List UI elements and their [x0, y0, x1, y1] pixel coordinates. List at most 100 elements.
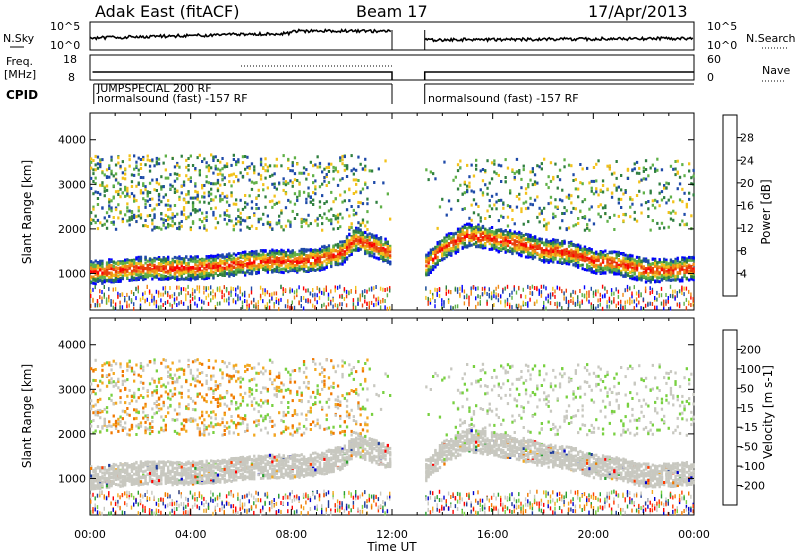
power-cell [182, 180, 186, 184]
power-cell [533, 173, 537, 177]
power-cell [180, 212, 183, 216]
power-cell [160, 273, 163, 277]
power-cell [253, 304, 255, 309]
power-cell [169, 204, 172, 208]
power-cell [278, 257, 281, 260]
power-cell [375, 285, 377, 289]
power-cell [309, 195, 312, 199]
power-cell [212, 171, 215, 175]
power-cell [348, 291, 350, 296]
power-cell [178, 198, 181, 201]
power-cell [155, 225, 158, 229]
power-cell [203, 226, 206, 230]
power-cell [250, 187, 254, 191]
power-cell [230, 260, 233, 264]
power-cell [336, 220, 340, 224]
power-cell [207, 263, 211, 267]
power-cell [201, 299, 203, 304]
power-cell [216, 167, 220, 171]
power-cell [379, 286, 382, 291]
power-cell [182, 287, 185, 292]
power-cell [278, 221, 281, 225]
power-cell [445, 291, 447, 296]
power-cell [289, 289, 291, 294]
power-cell [289, 287, 291, 292]
power-cell [264, 260, 267, 264]
power-cell [443, 304, 445, 308]
power-cell [207, 301, 210, 306]
power-cell [549, 195, 553, 199]
power-cell [330, 219, 333, 223]
power-cell [114, 277, 118, 281]
power-cell [284, 206, 288, 210]
power-cell [271, 296, 273, 301]
power-cell [264, 195, 267, 199]
power-cell [94, 279, 97, 283]
power-cell [148, 214, 152, 217]
power-cell [214, 254, 217, 258]
power-cell [434, 250, 437, 254]
freq-trace [92, 65, 694, 80]
power-cell [216, 268, 220, 272]
power-cell [599, 203, 602, 207]
power-cell [577, 251, 580, 254]
power-cell [488, 229, 491, 233]
power-cell [511, 237, 514, 241]
power-cell [518, 248, 521, 251]
power-cell [162, 258, 165, 262]
power-cell [522, 238, 525, 242]
power-cell [196, 197, 199, 201]
power-cell [119, 260, 122, 264]
power-cell [454, 287, 457, 292]
power-cell [103, 294, 105, 299]
power-cell [536, 246, 539, 250]
power-cell [373, 252, 376, 256]
power-cell [130, 269, 134, 273]
power-cell [99, 266, 102, 270]
power-cell [318, 287, 321, 292]
power-cell [105, 270, 109, 274]
power-cell [325, 266, 328, 269]
power-cell [565, 262, 568, 266]
power-cell [112, 264, 115, 268]
power-cell [543, 258, 546, 262]
power-cell [321, 170, 324, 174]
power-cell [565, 247, 568, 251]
power-cell [92, 207, 95, 211]
power-cell [554, 242, 557, 246]
power-cell [506, 249, 510, 253]
power-cell [223, 262, 226, 266]
power-cell [577, 299, 579, 304]
power-cell [235, 300, 237, 305]
power-cell [436, 248, 439, 251]
power-cell [92, 168, 95, 172]
power-cell [232, 228, 235, 232]
power-cell [330, 265, 333, 269]
power-cell [364, 168, 367, 172]
power-cell [443, 240, 446, 244]
power-cell [556, 250, 559, 253]
power-cell [545, 182, 548, 186]
power-cell [259, 265, 263, 269]
power-cell [176, 226, 179, 230]
power-cell [574, 207, 577, 211]
power-cell [581, 182, 584, 186]
power-cell [606, 289, 608, 294]
power-cell [461, 225, 464, 229]
power-cell [563, 158, 566, 162]
power-cell [128, 223, 131, 227]
power-cell [246, 155, 249, 159]
power-cell [137, 278, 140, 281]
power-cell [235, 269, 238, 273]
power-cell [203, 157, 206, 161]
power-cell [96, 274, 100, 278]
power-cell [90, 211, 93, 215]
power-cell [112, 274, 115, 277]
power-cell [148, 270, 152, 274]
power-cell [309, 160, 312, 164]
power-cell [189, 179, 192, 183]
power-cell [266, 222, 269, 226]
power-cell [210, 254, 213, 258]
power-cell [479, 216, 482, 220]
power-cell [520, 250, 523, 254]
